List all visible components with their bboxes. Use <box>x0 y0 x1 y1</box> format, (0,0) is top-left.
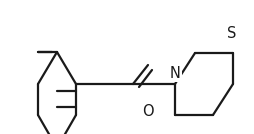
Text: O: O <box>142 105 154 120</box>
Text: N: N <box>170 66 180 81</box>
Text: S: S <box>227 27 237 42</box>
